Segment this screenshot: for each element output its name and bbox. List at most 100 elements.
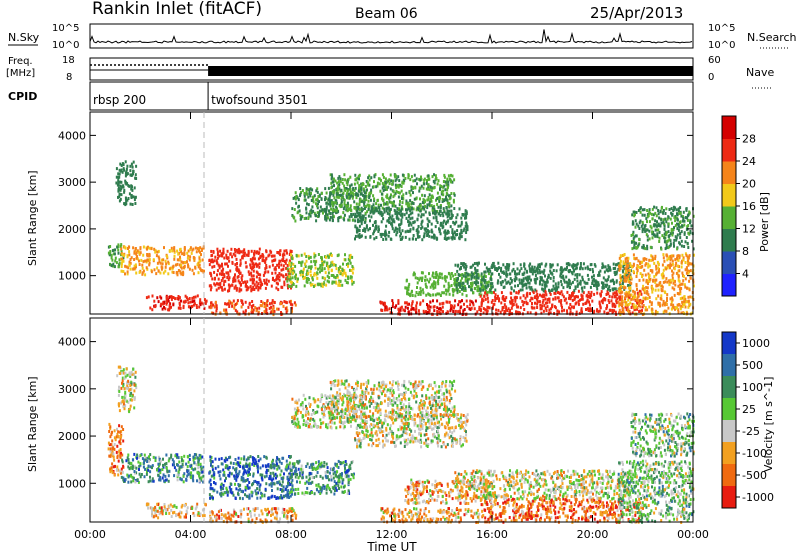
heatmap-cell xyxy=(510,296,513,300)
heatmap-cell xyxy=(471,282,474,286)
heatmap-cell xyxy=(676,256,678,260)
heatmap-cell xyxy=(454,233,457,237)
heatmap-cell xyxy=(349,268,351,272)
heatmap-cell xyxy=(414,276,417,280)
heatmap-cell xyxy=(337,195,340,199)
heatmap-cell xyxy=(377,225,380,229)
heatmap-cell xyxy=(627,284,630,287)
heatmap-cell xyxy=(368,183,371,187)
heatmap-cell xyxy=(173,250,176,254)
heatmap-cell xyxy=(257,310,260,314)
heatmap-cell xyxy=(295,201,298,205)
heatmap-cell xyxy=(216,282,218,286)
heatmap-cell xyxy=(664,212,667,215)
heatmap-cell xyxy=(418,186,421,190)
heatmap-cell xyxy=(684,252,687,256)
heatmap-cell xyxy=(436,191,439,195)
heatmap-cell xyxy=(350,191,353,194)
heatmap-cell xyxy=(648,295,651,299)
heatmap-cell xyxy=(297,198,300,202)
heatmap-cell xyxy=(635,275,638,278)
heatmap-cell xyxy=(283,249,286,253)
heatmap-cell xyxy=(461,276,463,280)
heatmap-cell xyxy=(634,257,637,261)
heatmap-cell xyxy=(510,291,513,295)
heatmap-cell xyxy=(320,197,323,201)
heatmap-cell xyxy=(331,180,334,184)
heatmap-cell xyxy=(626,292,629,296)
heatmap-cell xyxy=(442,214,445,218)
heatmap-cell xyxy=(122,382,125,386)
heatmap-cell xyxy=(347,257,350,261)
heatmap-cell xyxy=(302,267,305,271)
heatmap-cell xyxy=(461,292,464,296)
heatmap-cell xyxy=(611,295,614,299)
heatmap-cell xyxy=(399,223,402,227)
heatmap-cell xyxy=(661,234,664,238)
heatmap-cell xyxy=(326,274,329,278)
heatmap-cell xyxy=(540,294,543,298)
heatmap-cell xyxy=(445,183,448,187)
heatmap-cell xyxy=(615,279,618,283)
heatmap-cell xyxy=(161,468,164,471)
heatmap-cell xyxy=(629,275,632,279)
heatmap-cell xyxy=(381,206,384,210)
heatmap-cell xyxy=(128,253,131,257)
heatmap-cell xyxy=(516,310,519,314)
heatmap-cell xyxy=(290,250,293,253)
heatmap-cell xyxy=(277,277,280,281)
heatmap-cell xyxy=(484,297,487,301)
heatmap-cell xyxy=(161,262,164,266)
heatmap-cell xyxy=(434,174,437,178)
heatmap-cell xyxy=(614,287,617,291)
heatmap-cell xyxy=(646,228,649,232)
heatmap-cell xyxy=(279,249,282,253)
heatmap-cell xyxy=(530,270,533,274)
heatmap-cell xyxy=(119,430,122,434)
heatmap-cell xyxy=(607,269,609,273)
heatmap-cell xyxy=(310,211,313,215)
heatmap-cell xyxy=(415,208,418,212)
heatmap-cell xyxy=(644,263,647,267)
heatmap-cell xyxy=(175,263,177,267)
heatmap-cell xyxy=(313,272,316,275)
heatmap-cell xyxy=(572,266,575,270)
heatmap-cell xyxy=(167,299,170,303)
heatmap-cell xyxy=(200,478,203,482)
heatmap-cell xyxy=(109,468,112,472)
heatmap-cell xyxy=(453,207,456,210)
heatmap-cell xyxy=(477,285,480,289)
heatmap-cell xyxy=(473,271,476,275)
heatmap-cell xyxy=(314,266,317,270)
heatmap-cell xyxy=(364,191,366,195)
heatmap-cell xyxy=(352,212,355,216)
heatmap-cell xyxy=(637,224,640,228)
heatmap-cell xyxy=(530,278,532,282)
heatmap-cell xyxy=(680,239,683,243)
heatmap-cell xyxy=(139,251,142,255)
heatmap-cell xyxy=(405,211,408,215)
heatmap-cell xyxy=(617,268,620,271)
heatmap-cell xyxy=(464,216,466,220)
heatmap-cell xyxy=(658,230,661,234)
heatmap-cell xyxy=(675,236,678,240)
heatmap-cell xyxy=(642,296,645,300)
heatmap-cell xyxy=(305,216,307,220)
heatmap-cell xyxy=(627,277,630,281)
heatmap-cell xyxy=(434,283,437,287)
heatmap-cell xyxy=(422,299,425,303)
heatmap-cell xyxy=(624,267,627,271)
heatmap-cell xyxy=(409,209,412,213)
heatmap-cell xyxy=(109,245,112,248)
heatmap-cell xyxy=(478,292,481,296)
heatmap-cell xyxy=(657,212,660,216)
heatmap-cell xyxy=(482,284,485,288)
heatmap-cell xyxy=(665,240,668,244)
heatmap-cell xyxy=(186,251,189,255)
heatmap-cell xyxy=(161,307,164,311)
heatmap-cell xyxy=(183,261,186,264)
heatmap-cell xyxy=(677,284,680,288)
heatmap-cell xyxy=(388,230,391,234)
heatmap-cell xyxy=(670,300,673,304)
heatmap-cell xyxy=(297,210,300,214)
